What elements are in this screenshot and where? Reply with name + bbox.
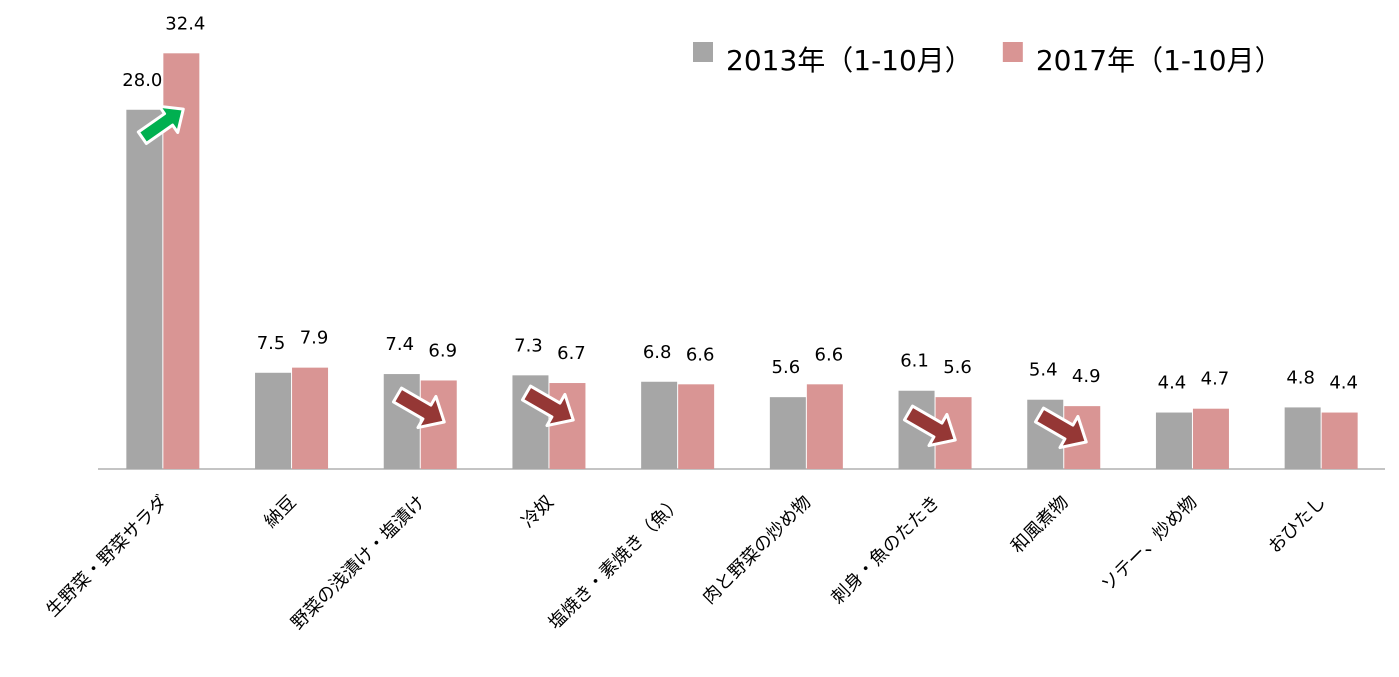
value-label: 6.9 — [428, 340, 457, 361]
value-label: 6.7 — [557, 343, 586, 364]
value-label: 28.0 — [122, 70, 162, 91]
bar — [292, 367, 329, 469]
x-tick-label: 冷奴 — [518, 492, 558, 532]
down-arrow — [391, 386, 446, 430]
value-label: 6.6 — [686, 344, 715, 365]
bar — [769, 397, 806, 469]
x-tick-label: 生野菜・野菜サラダ — [42, 492, 171, 621]
legend-swatch — [1002, 42, 1023, 62]
legend-label: 2013年（1-10月） — [726, 44, 973, 77]
x-tick-label: 刺身・魚のたたき — [827, 492, 944, 609]
value-label: 6.1 — [900, 351, 929, 372]
value-label: 4.9 — [1072, 366, 1101, 387]
legend-swatch — [693, 42, 713, 62]
value-label: 4.8 — [1286, 367, 1315, 388]
value-label: 5.4 — [1029, 360, 1058, 381]
value-label: 7.9 — [300, 328, 329, 349]
value-label: 7.4 — [385, 334, 414, 355]
up-arrow — [136, 104, 185, 145]
trend-arrows — [136, 104, 1088, 450]
bar — [806, 384, 843, 469]
value-label: 5.6 — [772, 357, 801, 378]
value-label: 7.5 — [257, 333, 286, 354]
x-tick-label: 和風煮物 — [1007, 492, 1073, 558]
x-tick-label: 納豆 — [260, 492, 300, 532]
down-arrow — [902, 404, 957, 448]
x-tick-label: ソテー、炒め物 — [1098, 492, 1202, 596]
bar — [641, 381, 678, 469]
bar — [255, 372, 292, 469]
bar — [1321, 412, 1358, 469]
bar — [549, 383, 586, 469]
value-label: 4.4 — [1158, 373, 1187, 394]
value-label: 4.4 — [1329, 373, 1358, 394]
x-tick-label: おひたし — [1264, 492, 1330, 558]
down-arrow — [520, 384, 575, 428]
bar — [126, 109, 163, 469]
value-label: 32.4 — [165, 13, 205, 34]
value-label: 7.3 — [514, 335, 543, 356]
value-label: 4.7 — [1201, 369, 1230, 390]
down-arrow — [1033, 406, 1088, 450]
value-label: 6.8 — [643, 342, 672, 363]
bar — [1192, 408, 1229, 469]
bar — [1155, 412, 1192, 469]
bar — [1284, 407, 1321, 469]
value-label: 5.6 — [943, 357, 972, 378]
value-label: 6.6 — [815, 344, 844, 365]
legend-label: 2017年（1-10月） — [1036, 44, 1283, 77]
bar — [678, 384, 715, 469]
x-tick-label: 塩焼き・素焼き（魚） — [545, 492, 687, 634]
x-tick-label: 野菜の浅漬け・塩漬け — [287, 492, 429, 634]
x-tick-label: 肉と野菜の炒め物 — [699, 492, 816, 609]
